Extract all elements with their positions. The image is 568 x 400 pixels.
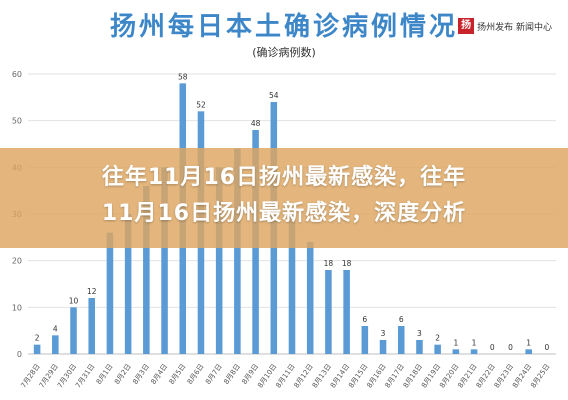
- x-tick-label: 8月6日: [186, 363, 206, 386]
- bar: [434, 344, 441, 354]
- data-label: 1: [453, 338, 458, 347]
- x-axis-ticks: 7月28日7月29日7月30日7月31日8月1日8月2日8月3日8月4日8月5日…: [19, 363, 551, 390]
- headline-banner: [0, 148, 568, 248]
- data-label: 3: [381, 329, 386, 338]
- bar: [325, 270, 332, 354]
- bar: [106, 232, 114, 354]
- bar: [361, 326, 369, 354]
- x-tick-label: 8月4日: [149, 363, 169, 386]
- bar: [288, 214, 296, 354]
- bar: [33, 344, 41, 354]
- x-tick-label: 8月8日: [222, 363, 242, 386]
- data-label: 0: [490, 343, 495, 352]
- y-tick-label: 0: [17, 350, 22, 359]
- publisher-logo: 扬 扬州发布 新闻中心: [458, 18, 552, 34]
- data-label: 6: [399, 315, 404, 324]
- data-label: 52: [196, 100, 206, 109]
- bar: [379, 340, 387, 354]
- headline-line-1: 往年11月16日扬州最新感染，往年: [101, 165, 467, 190]
- data-label: 6: [362, 315, 367, 324]
- bar: [306, 242, 314, 354]
- data-label: 1: [526, 338, 531, 347]
- data-label: 54: [269, 91, 279, 100]
- data-label: 4: [53, 324, 58, 333]
- bar: [397, 326, 405, 354]
- data-label: 2: [435, 334, 440, 343]
- x-tick-label: 8月2日: [113, 363, 133, 386]
- bar: [52, 335, 59, 354]
- headline-text: 往年11月16日扬州最新感染，往年 11月16日扬州最新感染，深度分析: [0, 160, 568, 232]
- data-label: 18: [324, 259, 334, 268]
- y-tick-label: 10: [12, 303, 22, 312]
- x-tick-label: 8月3日: [131, 363, 151, 386]
- bar: [143, 186, 150, 354]
- seal-icon: 扬: [458, 18, 475, 34]
- x-tick-label: 7月31日: [74, 363, 96, 390]
- bar: [452, 349, 460, 354]
- bar: [70, 307, 77, 354]
- x-tick-label: 8月25日: [529, 363, 551, 390]
- x-tick-label: 8月5日: [168, 363, 188, 386]
- bar: [343, 270, 350, 354]
- y-tick-label: 20: [12, 257, 22, 266]
- data-label: 58: [178, 72, 188, 81]
- bar: [234, 148, 241, 354]
- chart-title: 扬州每日本土确诊病例情况: [109, 12, 458, 42]
- bar: [161, 167, 168, 354]
- data-label: 0: [508, 343, 513, 352]
- y-tick-label: 60: [12, 70, 22, 79]
- x-tick-label: 8月7日: [204, 363, 224, 386]
- bar: [525, 349, 532, 354]
- logo-text: 扬州发布 新闻中心: [477, 22, 552, 33]
- data-label: 18: [342, 259, 352, 268]
- data-label: 10: [69, 296, 79, 305]
- data-label: 1: [472, 338, 477, 347]
- headline-line-2: 11月16日扬州最新感染，深度分析: [101, 201, 467, 226]
- bar: [215, 167, 223, 354]
- data-label: 3: [417, 329, 422, 338]
- bar: [470, 349, 478, 354]
- y-tick-label: 50: [12, 117, 22, 126]
- bar: [416, 340, 423, 354]
- bar: [88, 298, 96, 354]
- data-label: 2: [35, 334, 40, 343]
- chart-subtitle: (确诊病例数): [252, 46, 316, 59]
- data-label: 12: [87, 287, 97, 296]
- bar: [124, 214, 132, 354]
- data-label: 48: [251, 119, 261, 128]
- x-tick-label: 8月1日: [95, 363, 115, 386]
- data-label: 0: [545, 343, 550, 352]
